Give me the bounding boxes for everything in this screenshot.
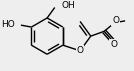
Text: O: O (110, 40, 117, 49)
Text: OH: OH (62, 1, 75, 10)
Text: O: O (77, 46, 84, 55)
Text: HO: HO (1, 20, 15, 29)
Text: O: O (112, 16, 119, 25)
